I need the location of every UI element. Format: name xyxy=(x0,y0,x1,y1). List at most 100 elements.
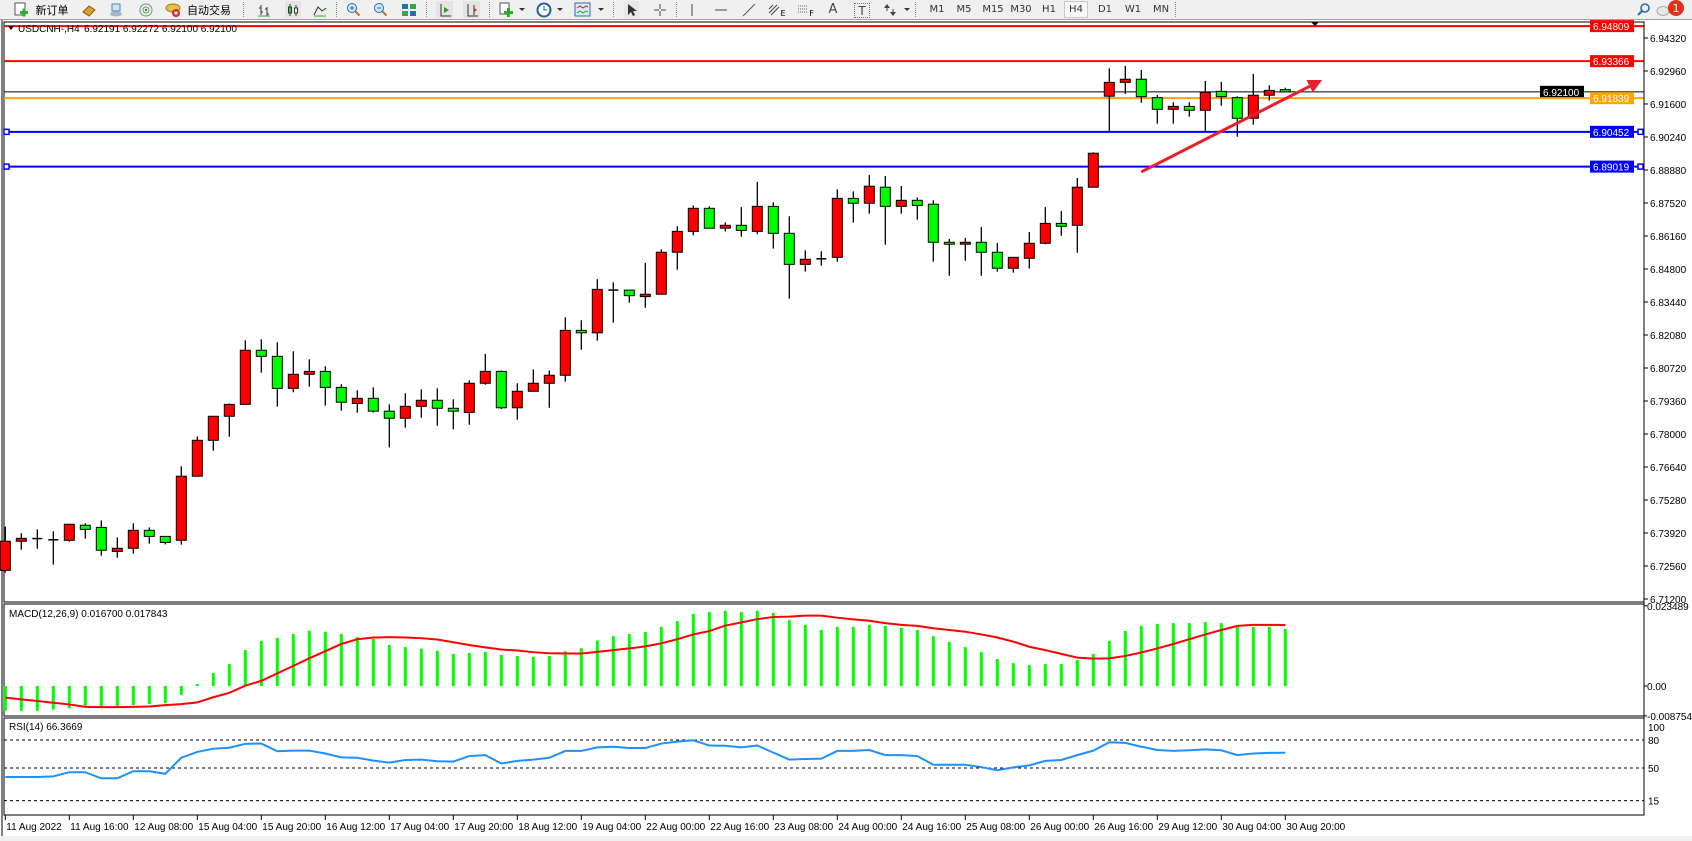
candle xyxy=(608,282,619,323)
periods-dropdown-icon[interactable] xyxy=(557,8,563,11)
timeframe-m30[interactable]: M30 xyxy=(1010,4,1032,15)
candle xyxy=(831,189,843,262)
macd-axis-label: -0.008754 xyxy=(1647,712,1692,723)
equidistant-channel-icon[interactable]: E xyxy=(768,1,786,18)
rsi-axis-label: 80 xyxy=(1648,736,1660,747)
tile-windows-icon[interactable] xyxy=(400,1,418,18)
timeframe-m1[interactable]: M1 xyxy=(929,4,945,15)
timeframe-mn[interactable]: MN xyxy=(1152,4,1170,15)
templates-dropdown-icon[interactable] xyxy=(598,8,604,11)
candle xyxy=(575,320,587,350)
horizontal-line-icon[interactable] xyxy=(713,1,729,18)
candle-body xyxy=(447,407,459,412)
bar-chart-icon[interactable] xyxy=(256,1,272,18)
price-axis-label: 6.76640 xyxy=(1650,463,1687,474)
macd-histogram-bar xyxy=(595,640,599,686)
timeframe-h1[interactable]: H1 xyxy=(1042,4,1056,15)
chart-menu-triangle-icon[interactable] xyxy=(8,26,14,30)
candle xyxy=(1279,87,1291,93)
gold-bars-icon[interactable] xyxy=(81,1,97,18)
macd-histogram-bar xyxy=(1059,664,1063,686)
price-line-label-box xyxy=(1590,160,1634,173)
vertical-line-icon[interactable] xyxy=(687,1,697,18)
price-axis-label: 6.72560 xyxy=(1650,562,1687,573)
line-handle[interactable] xyxy=(3,163,10,170)
macd-histogram-bar xyxy=(1027,665,1031,686)
autoscroll-icon[interactable] xyxy=(436,1,453,18)
fibonacci-icon[interactable]: F xyxy=(796,1,815,18)
chart-shift-marker[interactable] xyxy=(1311,22,1319,26)
trendline-icon[interactable] xyxy=(741,1,757,18)
timeframe-d1[interactable]: D1 xyxy=(1097,4,1113,15)
notification-count-badge[interactable]: 1 xyxy=(1668,0,1684,16)
candle-body xyxy=(479,370,491,384)
candle-body xyxy=(975,241,987,253)
toolbar-separator xyxy=(613,2,614,17)
timeframe-m5[interactable]: M5 xyxy=(956,4,972,15)
macd-histogram-bar xyxy=(1203,622,1207,686)
macd-histogram-bar xyxy=(467,652,471,686)
candle-body xyxy=(847,197,859,204)
auto-trading-button[interactable]: 自动交易 xyxy=(187,3,231,17)
price-line-label-box xyxy=(1590,20,1634,33)
line-handle[interactable] xyxy=(1637,128,1644,136)
text-icon[interactable]: A xyxy=(828,2,838,17)
macd-histogram-bar xyxy=(691,613,695,686)
candle xyxy=(847,191,859,223)
candle xyxy=(623,289,635,303)
macd-histogram-bar xyxy=(915,629,919,686)
candle xyxy=(95,520,107,556)
crosshair-icon[interactable] xyxy=(651,1,668,18)
candle xyxy=(527,369,539,392)
timeframe-h4[interactable]: H4 xyxy=(1064,1,1088,18)
new-order-icon[interactable] xyxy=(12,1,30,18)
macd-histogram-bar xyxy=(755,610,759,686)
macd-histogram-bar xyxy=(291,634,295,686)
candle-body xyxy=(15,537,27,542)
time-axis-label: 12 Aug 08:00 xyxy=(134,822,193,833)
templates-icon[interactable] xyxy=(573,1,592,18)
time-axis-label: 15 Aug 04:00 xyxy=(198,822,257,833)
candle xyxy=(399,393,411,428)
cursor-icon[interactable] xyxy=(624,1,639,18)
price-line-label: 6.89019 xyxy=(1593,163,1630,174)
candle-body xyxy=(1279,89,1291,93)
indicators-dropdown-icon[interactable] xyxy=(519,8,525,11)
candlestick-icon[interactable] xyxy=(285,1,301,18)
indicators-icon[interactable] xyxy=(497,1,515,18)
macd-histogram-bar xyxy=(1251,626,1255,686)
periods-clock-icon[interactable] xyxy=(535,1,553,18)
macd-histogram-bar xyxy=(355,637,359,686)
zoom-out-icon[interactable] xyxy=(372,1,389,18)
chart-shift-icon[interactable] xyxy=(463,1,480,18)
timeframe-w1[interactable]: W1 xyxy=(1124,4,1142,15)
macd-histogram-bar xyxy=(531,656,535,686)
candle-body xyxy=(239,349,251,405)
fibonacci-f-label: F xyxy=(809,9,814,18)
candle xyxy=(447,399,459,430)
line-handle[interactable] xyxy=(1637,163,1644,170)
candle-body xyxy=(0,540,11,571)
auto-trading-icon[interactable] xyxy=(164,1,182,18)
macd-histogram-bar xyxy=(403,647,407,686)
macd-signal-line xyxy=(5,614,1286,709)
text-label-icon[interactable]: T xyxy=(854,3,870,18)
candle xyxy=(255,339,267,373)
new-order-button[interactable]: 新订单 xyxy=(35,3,69,17)
candle-body xyxy=(271,355,283,389)
cloud-icon[interactable] xyxy=(108,1,124,18)
timeframe-m15[interactable]: M15 xyxy=(982,4,1004,15)
line-chart-icon[interactable] xyxy=(312,1,328,18)
macd-histogram-bar xyxy=(547,655,551,686)
candle xyxy=(15,533,27,550)
zoom-in-icon[interactable] xyxy=(345,1,362,18)
line-handle[interactable] xyxy=(3,128,10,136)
arrows-icon[interactable] xyxy=(882,1,898,18)
signal-icon[interactable] xyxy=(137,1,154,18)
arrows-dropdown-icon[interactable] xyxy=(904,8,910,11)
candle xyxy=(319,366,331,406)
search-icon[interactable] xyxy=(1635,1,1652,18)
toolbar-separator xyxy=(243,2,244,17)
candle xyxy=(959,237,971,261)
